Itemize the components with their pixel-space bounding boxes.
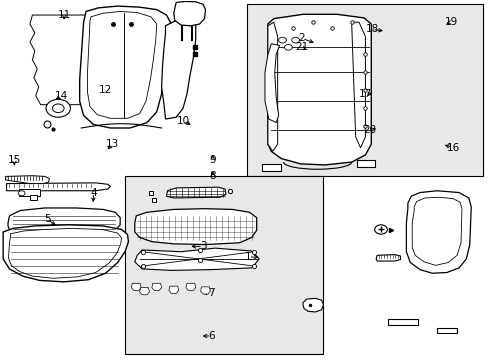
Polygon shape	[161, 19, 195, 119]
Polygon shape	[6, 183, 110, 191]
Polygon shape	[200, 287, 210, 294]
Circle shape	[18, 191, 25, 196]
Text: 10: 10	[177, 116, 190, 126]
Text: 8: 8	[209, 171, 216, 181]
Text: 2: 2	[298, 33, 305, 43]
Bar	[356, 160, 374, 167]
Polygon shape	[80, 6, 170, 128]
Circle shape	[284, 44, 292, 50]
Text: 4: 4	[90, 188, 97, 198]
Polygon shape	[8, 228, 122, 278]
Bar	[125, 176, 322, 354]
Text: 18: 18	[365, 24, 378, 35]
Polygon shape	[351, 22, 365, 148]
Text: 15: 15	[8, 155, 21, 165]
Circle shape	[278, 37, 286, 43]
Circle shape	[46, 99, 70, 117]
Polygon shape	[87, 12, 157, 118]
Polygon shape	[168, 286, 178, 293]
Circle shape	[52, 104, 64, 113]
Bar	[246, 4, 483, 176]
Bar	[261, 164, 281, 171]
Text: 21: 21	[295, 42, 308, 52]
Polygon shape	[267, 22, 277, 151]
Text: 17: 17	[358, 89, 371, 99]
Polygon shape	[267, 14, 370, 165]
Polygon shape	[8, 208, 120, 234]
Bar	[436, 328, 456, 333]
Text: 7: 7	[207, 288, 214, 298]
Circle shape	[374, 225, 386, 234]
Text: 16: 16	[446, 143, 459, 153]
Polygon shape	[3, 225, 128, 282]
Bar	[387, 319, 417, 325]
Bar	[19, 189, 40, 196]
Circle shape	[291, 37, 299, 43]
Polygon shape	[135, 248, 259, 270]
Polygon shape	[375, 255, 400, 261]
Text: 19: 19	[444, 17, 457, 27]
Polygon shape	[131, 283, 141, 291]
Text: 20: 20	[363, 125, 376, 135]
Text: 9: 9	[209, 155, 216, 165]
Bar	[30, 195, 37, 200]
Polygon shape	[173, 1, 205, 26]
Text: 14: 14	[55, 91, 68, 101]
Polygon shape	[30, 15, 86, 105]
Polygon shape	[152, 283, 161, 291]
Polygon shape	[264, 44, 279, 123]
Polygon shape	[303, 298, 323, 312]
Text: 1: 1	[244, 252, 251, 262]
Polygon shape	[5, 176, 49, 184]
Text: 11: 11	[58, 10, 71, 20]
Polygon shape	[135, 209, 256, 244]
Text: 12: 12	[99, 85, 112, 95]
Polygon shape	[411, 197, 461, 265]
Polygon shape	[406, 191, 470, 273]
Polygon shape	[140, 288, 149, 295]
Polygon shape	[185, 283, 195, 291]
Polygon shape	[166, 187, 225, 198]
Text: 5: 5	[43, 215, 50, 224]
Text: 6: 6	[207, 331, 214, 341]
Text: 3: 3	[199, 241, 206, 251]
Text: 13: 13	[106, 139, 119, 149]
